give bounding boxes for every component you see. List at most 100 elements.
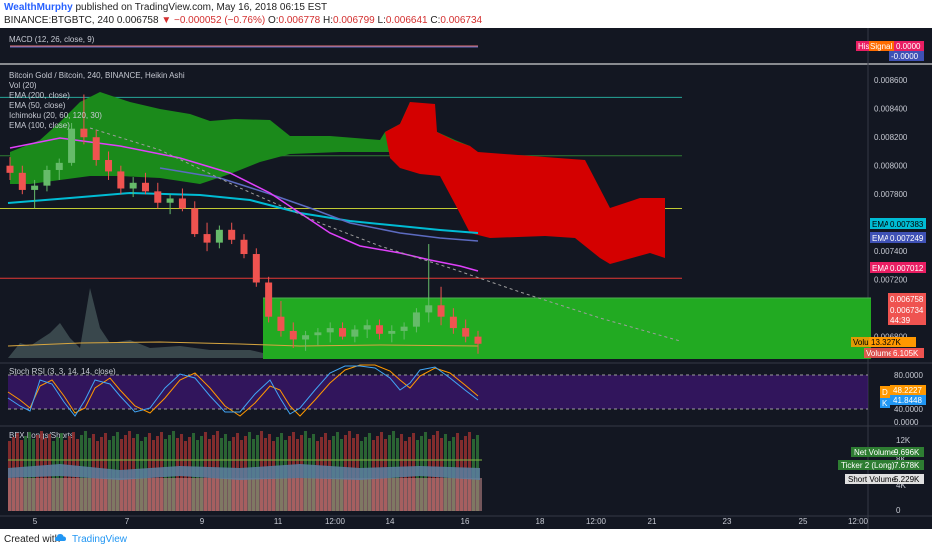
bfx-ticker-value: 7.678K — [894, 461, 920, 470]
candle-body — [129, 182, 137, 189]
volume-ma-line — [7, 341, 479, 347]
last-price: 0.006758 — [116, 15, 159, 26]
candle-body — [363, 325, 371, 330]
candles-group — [6, 94, 482, 354]
candle-body — [449, 316, 457, 329]
price-tag-label-bg — [870, 232, 888, 243]
macd-value1-bg — [894, 41, 924, 51]
macd-value1: 0.0000 — [896, 42, 921, 51]
ema200-line — [7, 191, 479, 234]
stoch-axis-ticks: 80.0000 40.0000 0.0000 — [894, 371, 923, 427]
main-legend: Bitcoin Gold / Bitcoin, 240, BINANCE, He… — [9, 71, 185, 130]
price-tick: 0.008400 — [874, 105, 908, 114]
time-tick: 21 — [648, 517, 657, 526]
publish-line: WealthMurphy published on TradingView.co… — [4, 2, 327, 13]
candle-body — [289, 330, 297, 340]
macd-value2: -0.0000 — [891, 52, 919, 61]
candle-body — [474, 336, 482, 344]
footer-created: Created with — [4, 534, 61, 545]
macd-signal-tag: Signal — [870, 42, 892, 51]
price-tag-value-bg — [888, 314, 926, 325]
volume-area — [8, 288, 263, 358]
time-tick: 16 — [461, 517, 470, 526]
time-tick: 14 — [386, 517, 395, 526]
publish-info: published on TradingView.com, May 16, 20… — [75, 2, 328, 13]
pane-separators — [0, 28, 932, 529]
price-tick: 0.008000 — [874, 162, 908, 171]
legend-item: EMA (200, close) — [9, 91, 70, 100]
candle-body — [462, 328, 470, 337]
candle-body — [80, 128, 88, 138]
stoch-rsi-pane[interactable]: Stoch RSI (3, 3, 14, 14, close) 80.0000 4… — [7, 364, 926, 427]
candle-body — [43, 169, 51, 186]
price-tag-value: 0.006734 — [890, 306, 924, 315]
stoch-k-value: 41.8448 — [893, 396, 922, 405]
price-tag-value-bg — [888, 304, 926, 315]
legend-item: Vol (20) — [9, 81, 37, 90]
candle-body — [154, 191, 162, 203]
chart-header: WealthMurphy published on TradingView.co… — [0, 0, 932, 28]
price-tag-value-bg — [888, 293, 926, 304]
stoch-d-value-bg — [890, 385, 926, 395]
candle-body — [92, 137, 100, 161]
price-pane[interactable]: Bitcoin Gold / Bitcoin, 240, BINANCE, He… — [0, 71, 926, 359]
macd-pane[interactable]: MACD (12, 26, close, 9) His Signal 0.000… — [9, 35, 924, 61]
candle-body — [388, 330, 396, 334]
candle-body — [228, 229, 236, 240]
time-tick: 5 — [33, 517, 38, 526]
volume-value: 6.105K — [893, 349, 919, 358]
close-value: 0.006734 — [440, 15, 483, 26]
volume-ma-value: 13.327K — [871, 338, 901, 347]
macd-value2-bg — [889, 51, 924, 61]
chart-area[interactable]: MACD (12, 26, close, 9) His Signal 0.000… — [0, 28, 932, 529]
candle-body — [141, 182, 149, 192]
price-tag-value: 0.006758 — [890, 295, 924, 304]
candle-body — [326, 328, 334, 333]
low-value: 0.006641 — [385, 15, 428, 26]
stoch-d-tag: D — [882, 388, 888, 397]
low-label: L: — [377, 15, 386, 26]
symbol-name: BINANCE:BTGBTC, 240 — [4, 15, 115, 26]
bfx-ticker-tag-bg — [838, 460, 924, 470]
candle-body — [6, 165, 14, 173]
bfx-tick: 12K — [896, 436, 911, 445]
macd-title: MACD (12, 26, close, 9) — [9, 35, 95, 44]
down-arrow-icon: ▼ — [161, 15, 172, 26]
author-name[interactable]: WealthMurphy — [4, 2, 73, 13]
open-value: 0.006778 — [278, 15, 321, 26]
time-tick: 25 — [799, 517, 808, 526]
stoch-d-value: 48.2227 — [893, 386, 922, 395]
bfx-tick: 4K — [896, 481, 906, 490]
candle-body — [339, 328, 347, 337]
stoch-tick: 0.0000 — [894, 418, 919, 427]
time-tick: 12:00 — [325, 517, 346, 526]
price-tick: 0.007400 — [874, 247, 908, 256]
stoch-k-tag: K — [882, 399, 888, 408]
price-tag-label: EMA — [872, 264, 890, 273]
candle-body — [68, 128, 76, 163]
candle-body — [117, 171, 125, 189]
stoch-tick: 80.0000 — [894, 371, 923, 380]
candle-body — [105, 160, 113, 172]
price-tag-label-bg — [870, 218, 888, 229]
price-tick: 0.007800 — [874, 190, 908, 199]
time-axis[interactable]: 5 7 9 11 12:00 14 16 18 12:00 21 23 25 12:00 — [33, 517, 869, 526]
bfx-short-value: 5.229K — [894, 475, 920, 484]
chart-svg[interactable]: MACD (12, 26, close, 9) His Signal 0.000… — [0, 28, 932, 529]
candle-body — [375, 325, 383, 334]
macd-hist-tag: His — [858, 42, 870, 51]
ema50-line — [9, 137, 479, 272]
cloud-icon — [54, 531, 68, 545]
stoch-d-line — [7, 364, 479, 417]
bfx-net-label: Net Volume — [854, 448, 896, 457]
price-tick: 0.008200 — [874, 133, 908, 142]
legend-item: Bitcoin Gold / Bitcoin, 240, BINANCE, He… — [9, 71, 185, 80]
close-label: C: — [430, 15, 441, 26]
price-tag-value-bg — [888, 232, 926, 243]
macd-signal-tag-bg — [869, 41, 894, 51]
footer-brand[interactable]: TradingView — [72, 534, 128, 545]
time-tick: 18 — [536, 517, 545, 526]
bfx-axis-ticks: 12K 8K 4K 0 — [896, 436, 911, 515]
